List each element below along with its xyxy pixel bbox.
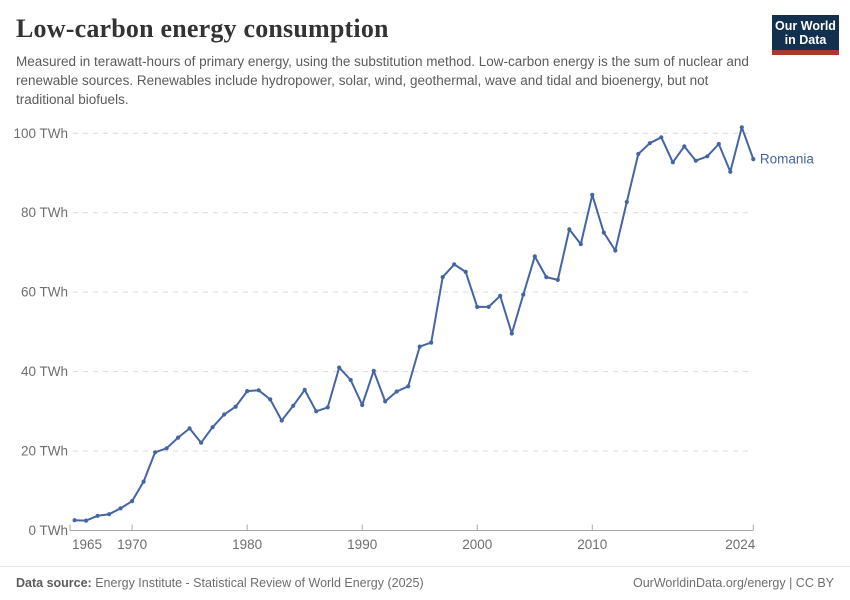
data-point-marker	[613, 248, 618, 253]
y-tick-label: 0 TWh	[28, 523, 68, 538]
data-point-marker	[705, 154, 710, 159]
data-point-marker	[325, 405, 330, 410]
y-tick-label: 20 TWh	[21, 444, 68, 459]
data-point-marker	[670, 160, 675, 165]
data-point-marker	[383, 399, 388, 404]
data-point-marker	[624, 199, 629, 205]
data-source-text: Energy Institute - Statistical Review of…	[95, 576, 424, 590]
data-point-marker	[256, 388, 261, 393]
chart-footer: Data source: Energy Institute - Statisti…	[0, 566, 850, 600]
data-point-marker	[302, 387, 307, 392]
data-point-marker	[509, 331, 514, 336]
data-point-marker	[590, 192, 595, 197]
data-point-marker	[279, 418, 284, 423]
owid-logo: Our World in Data	[772, 15, 839, 55]
y-tick-label: 40 TWh	[21, 364, 68, 379]
data-point-marker	[659, 135, 664, 140]
data-point-marker	[555, 277, 560, 282]
data-point-marker	[728, 169, 733, 174]
x-tick-label: 2010	[577, 537, 607, 552]
series-label-romania: Romania	[760, 152, 815, 167]
data-point-marker	[532, 254, 537, 259]
x-tick-label: 1980	[232, 537, 262, 552]
data-point-marker	[176, 435, 181, 440]
data-point-marker	[475, 304, 480, 309]
data-point-marker	[693, 158, 698, 163]
y-tick-label: 60 TWh	[21, 285, 68, 300]
data-point-marker	[153, 450, 158, 455]
page-title: Low-carbon energy consumption	[16, 14, 389, 43]
data-point-marker	[210, 425, 215, 430]
data-point-marker	[544, 275, 549, 280]
data-point-marker	[601, 230, 606, 235]
y-tick-label: 80 TWh	[21, 205, 68, 220]
data-point-marker	[199, 440, 204, 445]
data-point-marker	[187, 426, 192, 431]
data-point-marker	[337, 365, 342, 370]
data-point-marker	[682, 144, 687, 149]
data-point-marker	[739, 125, 744, 130]
data-point-marker	[486, 304, 491, 309]
data-point-marker	[222, 412, 227, 417]
data-point-marker	[567, 227, 572, 232]
data-point-marker	[751, 157, 756, 162]
line-chart: 0 TWh 20 TWh 40 TWh 60 TWh 80 TWh 100 TWh 1965…	[13, 125, 815, 552]
data-point-marker	[521, 292, 526, 297]
data-point-marker	[647, 141, 652, 146]
data-point-marker	[636, 151, 641, 157]
data-source-label: Data source:	[16, 576, 92, 590]
owid-license-link[interactable]: OurWorldinData.org/energy | CC BY	[632, 576, 834, 590]
chart-subtitle: Measured in terawatt-hours of primary en…	[16, 54, 749, 107]
data-point-marker	[348, 377, 353, 383]
data-line-romania	[73, 126, 755, 522]
data-point-marker	[84, 518, 89, 523]
data-point-marker	[394, 389, 399, 394]
x-tick-label: 2000	[462, 537, 492, 552]
x-tick-label: 1965	[72, 537, 102, 552]
data-point-marker	[440, 275, 445, 280]
data-point-marker	[268, 397, 273, 402]
y-tick-label: 100 TWh	[13, 126, 68, 141]
data-point-marker	[95, 513, 100, 518]
data-point-marker	[291, 403, 296, 408]
data-source: Data source: Energy Institute - Statisti…	[16, 576, 424, 590]
x-tick-label: 2024	[725, 537, 756, 552]
data-point-marker	[406, 384, 411, 389]
data-point-marker	[118, 506, 123, 511]
data-point-marker	[417, 344, 422, 349]
data-point-marker	[141, 479, 146, 484]
data-point-marker	[716, 141, 721, 147]
owid-logo-line1: Our World	[775, 19, 836, 33]
data-point-marker	[463, 269, 468, 274]
data-point-marker	[578, 242, 583, 247]
data-point-marker	[452, 262, 457, 267]
x-tick-label: 1970	[117, 537, 147, 552]
owid-logo-line2: in Data	[784, 33, 827, 47]
data-point-marker	[245, 389, 250, 394]
data-point-marker	[314, 409, 319, 414]
data-point-marker	[429, 340, 434, 345]
x-tick-label: 1990	[347, 537, 377, 552]
data-point-marker	[360, 402, 365, 408]
data-point-marker	[72, 518, 77, 523]
data-point-marker	[498, 293, 503, 298]
data-point-marker	[233, 404, 238, 409]
data-point-marker	[107, 512, 112, 517]
data-point-marker	[164, 446, 169, 451]
data-point-marker	[371, 368, 376, 373]
data-point-marker	[130, 499, 135, 504]
